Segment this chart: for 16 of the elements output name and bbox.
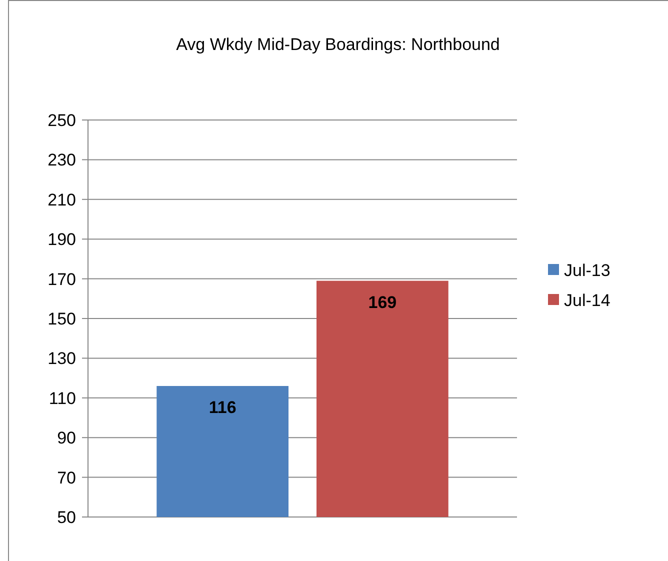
y-tick-label: 90 bbox=[57, 428, 76, 448]
data-label: 116 bbox=[208, 398, 236, 417]
y-tick-label: 130 bbox=[48, 349, 76, 368]
y-tick-label: 250 bbox=[48, 110, 76, 130]
data-label: 169 bbox=[368, 292, 397, 312]
y-tick-label: 50 bbox=[57, 508, 76, 527]
y-tick-label: 210 bbox=[48, 190, 76, 210]
chart-title: Avg Wkdy Mid-Day Boardings: Northbound bbox=[176, 35, 500, 54]
y-tick-label: 150 bbox=[48, 309, 76, 328]
legend-label: Jul-13 bbox=[564, 260, 610, 280]
y-tick-label: 70 bbox=[57, 468, 76, 488]
y-tick-label: 230 bbox=[48, 150, 76, 170]
y-tick-label: 190 bbox=[48, 230, 76, 250]
legend-label: Jul-14 bbox=[564, 290, 610, 310]
y-tick-label: 110 bbox=[48, 388, 76, 408]
y-tick-label: 170 bbox=[48, 270, 76, 289]
